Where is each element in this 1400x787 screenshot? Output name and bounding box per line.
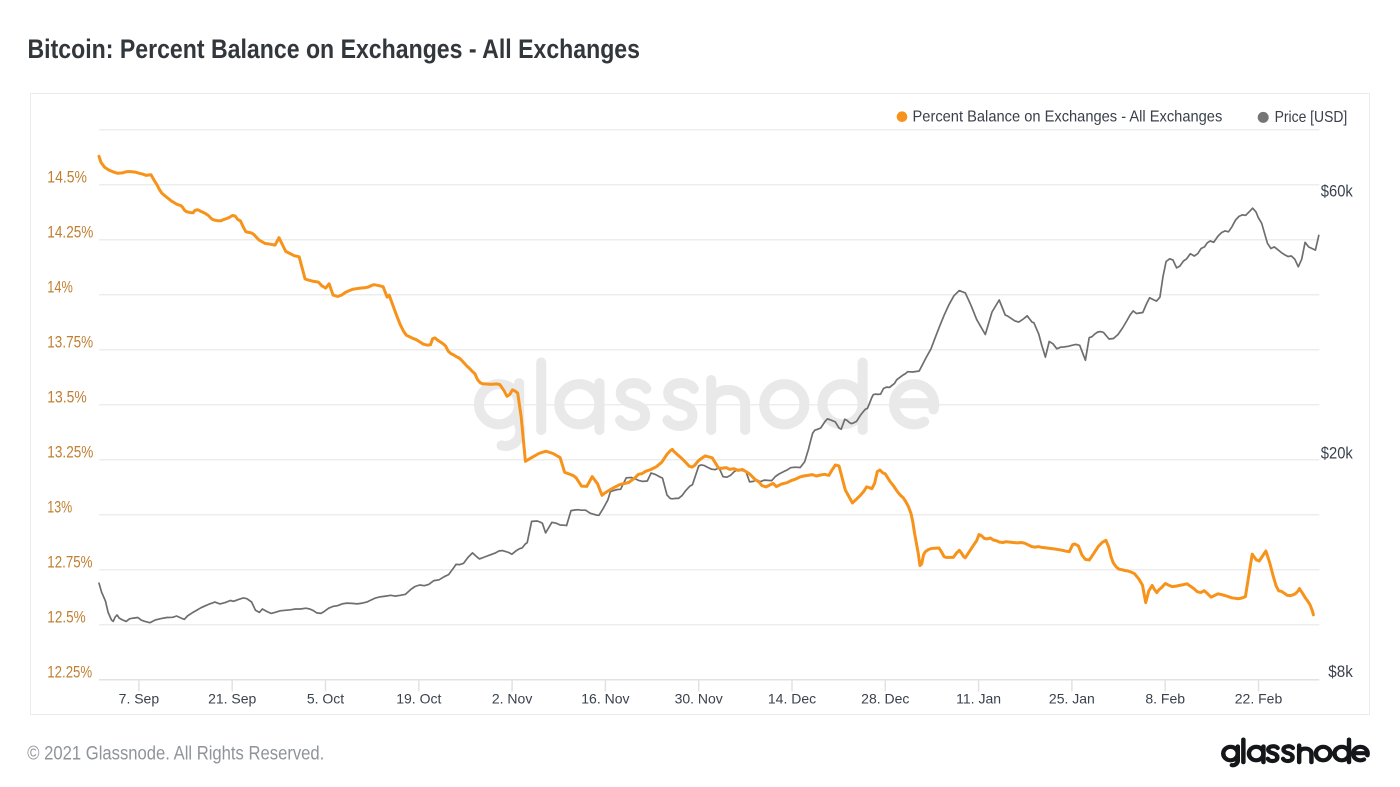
svg-text:© 2021 Glassnode. All Rights R: © 2021 Glassnode. All Rights Reserved. [27,742,324,764]
svg-text:8. Feb: 8. Feb [1145,691,1185,707]
svg-text:22. Feb: 22. Feb [1235,691,1283,707]
svg-text:Bitcoin: Percent Balance on Ex: Bitcoin: Percent Balance on Exchanges - … [28,34,641,64]
svg-text:14. Dec: 14. Dec [768,691,816,707]
svg-text:$60k: $60k [1321,181,1353,200]
svg-text:7. Sep: 7. Sep [119,691,160,707]
svg-text:$20k: $20k [1321,443,1353,462]
svg-text:13%: 13% [47,498,72,517]
svg-text:30. Nov: 30. Nov [675,691,723,707]
svg-text:2. Nov: 2. Nov [492,691,532,707]
svg-text:12.75%: 12.75% [47,553,92,572]
svg-text:14%: 14% [47,278,73,297]
svg-text:13.75%: 13.75% [47,333,93,352]
svg-text:13.25%: 13.25% [47,443,93,462]
svg-text:12.25%: 12.25% [47,663,92,682]
svg-text:28. Dec: 28. Dec [861,691,909,707]
svg-text:5. Oct: 5. Oct [307,691,344,707]
svg-text:Price [USD]: Price [USD] [1275,109,1348,126]
svg-text:25. Jan: 25. Jan [1049,691,1095,707]
svg-text:21. Sep: 21. Sep [208,691,256,707]
svg-text:14.5%: 14.5% [47,168,87,187]
svg-text:16. Nov: 16. Nov [581,691,629,707]
svg-text:$8k: $8k [1328,662,1353,681]
svg-text:Percent Balance on Exchanges -: Percent Balance on Exchanges - All Excha… [913,108,1223,125]
svg-text:12.5%: 12.5% [47,608,85,627]
svg-text:13.5%: 13.5% [47,388,86,407]
svg-text:19. Oct: 19. Oct [396,691,441,707]
svg-text:11. Jan: 11. Jan [956,691,1001,707]
svg-text:14.25%: 14.25% [47,223,93,242]
